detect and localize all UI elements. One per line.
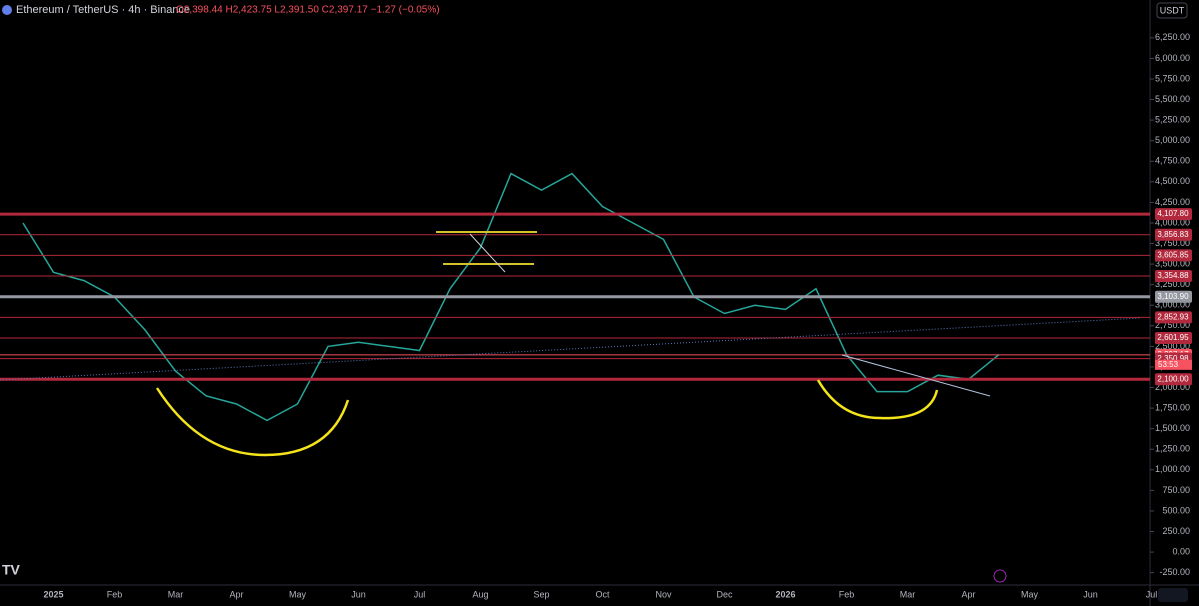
y-tick-label: 0.00 [1172, 546, 1190, 556]
y-tick-label: 5,750.00 [1155, 73, 1190, 83]
y-tick-label: 5,000.00 [1155, 135, 1190, 145]
level-label: 2,852.93 [1157, 312, 1189, 321]
x-tick-label: Mar [900, 589, 916, 599]
alert-icon[interactable] [993, 569, 1007, 583]
x-tick-label: Feb [839, 589, 855, 599]
x-tick-label: Apr [961, 589, 975, 599]
x-tick-label: Jun [351, 589, 366, 599]
y-tick-label: 500.00 [1162, 505, 1190, 515]
y-tick-label: 1,250.00 [1155, 444, 1190, 454]
y-tick-label: 250.00 [1162, 526, 1190, 536]
level-label-box [1155, 373, 1192, 386]
x-tick-label: 2026 [775, 589, 795, 599]
trend-line [469, 233, 506, 273]
x-tick-label: Apr [229, 589, 243, 599]
x-tick-label: Sep [533, 589, 549, 599]
level-label-box [1155, 290, 1192, 303]
logo: TV [2, 562, 21, 578]
y-tick-label: 1,500.00 [1155, 423, 1190, 433]
settings-button[interactable] [1158, 588, 1188, 602]
x-tick-label: Jun [1083, 589, 1098, 599]
bottom-curve [155, 387, 350, 457]
x-tick-label: May [1021, 589, 1039, 599]
level-label: 3,103.90 [1157, 292, 1189, 301]
bottom-curve [816, 379, 939, 420]
level-label-box [1155, 228, 1192, 241]
countdown-box [1155, 359, 1192, 370]
level-label-box [1155, 270, 1192, 283]
currency-button[interactable] [1156, 2, 1188, 19]
y-tick-label: 4,250.00 [1155, 197, 1190, 207]
x-tick-label: Oct [595, 589, 610, 599]
level-label: 2,350.98 [1157, 354, 1189, 363]
y-tick-label: 4,000.00 [1155, 217, 1190, 227]
level-label: 4,107.80 [1157, 209, 1189, 218]
level-label: 2,100.00 [1157, 374, 1189, 383]
y-tick-label: 3,500.00 [1155, 258, 1190, 268]
y-tick-label: -250.00 [1159, 567, 1190, 577]
y-tick-label: 5,250.00 [1155, 115, 1190, 125]
x-tick-label: Feb [107, 589, 123, 599]
trend-line [841, 354, 991, 397]
x-tick-label: Aug [472, 589, 488, 599]
level-label-box [1155, 332, 1192, 345]
x-tick-label: Dec [716, 589, 733, 599]
countdown: 53:53 [1158, 360, 1179, 369]
y-tick-label: 2,000.00 [1155, 382, 1190, 392]
x-tick-label: 2025 [43, 589, 63, 599]
level-label-box [1155, 311, 1192, 324]
y-tick-label: 3,000.00 [1155, 300, 1190, 310]
y-tick-label: 1,000.00 [1155, 464, 1190, 474]
level-label-box [1155, 208, 1192, 221]
x-tick-label: Jul [414, 589, 426, 599]
level-label: 2,601.95 [1157, 333, 1189, 342]
y-tick-label: 3,250.00 [1155, 279, 1190, 289]
x-tick-label: Nov [655, 589, 672, 599]
y-tick-label: 2,500.00 [1155, 341, 1190, 351]
symbol: Ethereum / TetherUS · 4h · Binance [16, 4, 190, 16]
ohlc: O2,398.44 H2,423.75 L2,391.50 C2,397.17 … [176, 5, 440, 16]
y-tick-label: 6,000.00 [1155, 53, 1190, 63]
level-label-box [1155, 249, 1192, 262]
y-tick-label: 6,250.00 [1155, 32, 1190, 42]
x-tick-label: Jul [1146, 589, 1158, 599]
y-tick-label: 4,500.00 [1155, 176, 1190, 186]
y-tick-label: 5,500.00 [1155, 94, 1190, 104]
y-tick-label: 750.00 [1162, 485, 1190, 495]
level-label: 3,856.83 [1157, 230, 1189, 239]
x-tick-label: Mar [168, 589, 184, 599]
eth-icon [2, 5, 12, 15]
trend-line [0, 317, 1141, 381]
y-tick-label: 2,750.00 [1155, 320, 1190, 330]
level-label: 3,605.85 [1157, 251, 1189, 260]
x-tick-label: May [289, 589, 307, 599]
y-tick-label: 3,750.00 [1155, 238, 1190, 248]
y-tick-label: 4,750.00 [1155, 156, 1190, 166]
currency[interactable]: USDT [1160, 5, 1185, 15]
y-tick-label: 1,750.00 [1155, 402, 1190, 412]
level-label: 3,354.88 [1157, 271, 1189, 280]
plot [0, 37, 1154, 574]
